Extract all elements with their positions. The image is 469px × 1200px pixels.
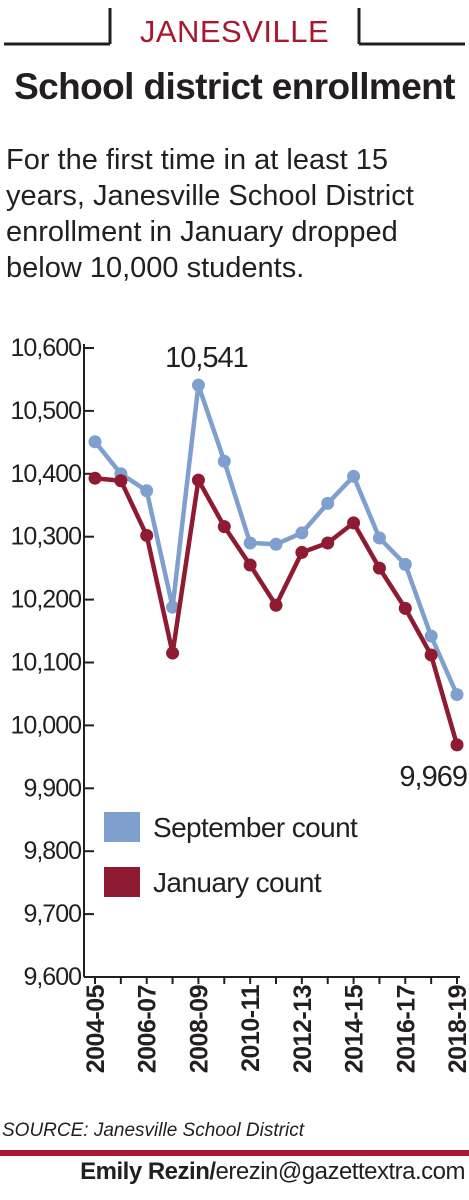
september-data-point — [269, 537, 283, 551]
january-data-point — [191, 473, 205, 487]
source-note: SOURCE: Janesville School District — [2, 1120, 304, 1141]
y-tick-label: 9,700 — [23, 900, 81, 928]
y-tick-label: 9,800 — [23, 837, 81, 865]
september-data-point — [217, 454, 231, 468]
september-data-point — [243, 536, 257, 550]
january-data-point — [347, 516, 361, 530]
chart-title: School district enrollment — [14, 66, 455, 107]
y-tick-label: 9,600 — [23, 963, 81, 991]
y-tick-label: 10,500 — [11, 397, 82, 425]
january-data-point — [217, 520, 231, 534]
peak-value-label: 10,541 — [165, 342, 248, 374]
y-tick-label: 10,600 — [11, 334, 82, 362]
september-data-point — [166, 600, 180, 614]
january-data-point — [295, 545, 309, 559]
january-data-point — [424, 648, 438, 662]
january-data-point — [140, 528, 154, 542]
legend-swatch-september — [104, 812, 140, 842]
september-data-point — [140, 484, 154, 498]
september-data-point — [321, 496, 335, 510]
january-data-point — [88, 471, 102, 485]
byline: Emily Rezin/erezin@gazettextra.com — [80, 1158, 465, 1186]
january-data-point — [450, 738, 464, 752]
chart-intro: For the first time in at least 15 years,… — [6, 144, 414, 284]
x-tick-label: 2006-07 — [134, 985, 162, 1073]
y-tick-label: 10,300 — [11, 523, 82, 551]
x-tick-label: 2016-17 — [392, 985, 420, 1073]
byline-email: erezin@gazettextra.com — [215, 1158, 466, 1185]
kicker-label: JANESVILLE — [139, 14, 330, 49]
september-data-point — [347, 469, 361, 483]
x-tick-label: 2008-09 — [185, 985, 213, 1073]
january-data-point — [372, 561, 386, 575]
y-tick-label: 10,400 — [11, 460, 82, 488]
legend-label-september: September count — [153, 812, 358, 843]
y-tick-label: 10,000 — [11, 711, 82, 739]
x-tick-label: 2018-19 — [444, 985, 469, 1073]
january-data-point — [114, 474, 128, 488]
january-data-point — [269, 598, 283, 612]
january-data-point — [166, 646, 180, 660]
kicker-frame — [4, 8, 465, 46]
x-tick-label: 2004-05 — [82, 984, 110, 1073]
september-data-point — [295, 526, 309, 540]
legend-label-january: January count — [153, 867, 322, 898]
september-data-point — [372, 531, 386, 545]
byline-name: Emily Rezin/ — [80, 1158, 216, 1185]
y-tick-label: 10,100 — [11, 649, 82, 677]
final-value-label: 9,969 — [399, 761, 467, 793]
y-tick-label: 9,900 — [23, 774, 81, 802]
january-data-point — [398, 601, 412, 615]
september-data-point — [88, 435, 102, 449]
footer-rule — [0, 1150, 469, 1156]
september-data-point — [191, 378, 205, 392]
y-tick-label: 10,200 — [11, 586, 82, 614]
x-tick-label: 2012-13 — [289, 985, 317, 1073]
september-data-point — [398, 557, 412, 571]
september-data-point — [450, 688, 464, 702]
legend-swatch-january — [104, 867, 140, 897]
x-tick-label: 2014-15 — [341, 984, 369, 1073]
enrollment-line-chart: 10,600 10,500 10,400 10,300 10,200 10,100 10,0… — [11, 334, 469, 1073]
x-tick-label: 2010-11 — [237, 984, 265, 1071]
january-data-point — [243, 558, 257, 572]
september-data-point — [424, 629, 438, 643]
january-data-point — [321, 536, 335, 550]
